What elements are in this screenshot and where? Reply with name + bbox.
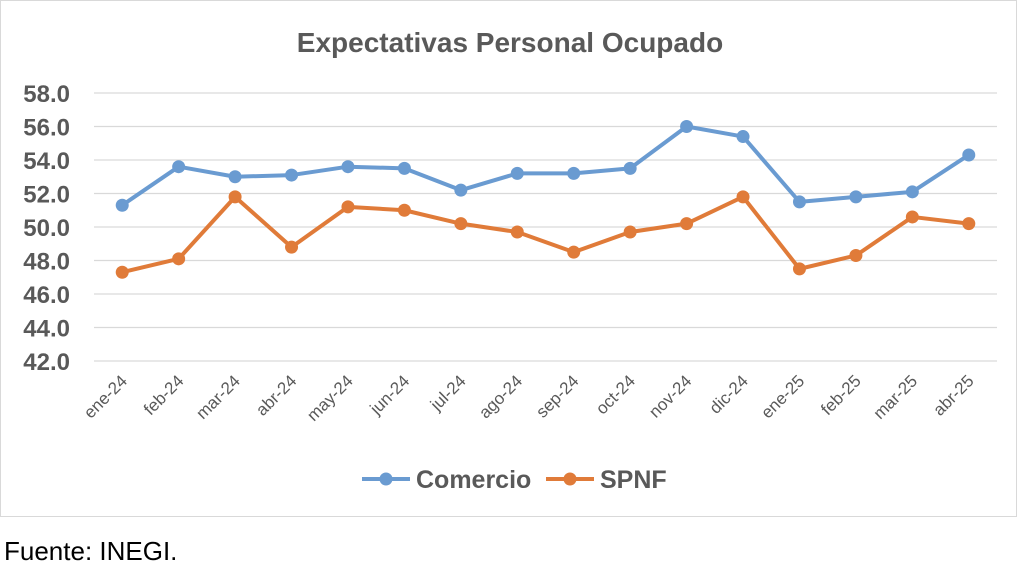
data-point-comercio bbox=[567, 166, 581, 180]
y-axis-ticks: 58.0 56.0 54.0 52.0 50.0 48.0 46.0 44.0 42.0 bbox=[23, 81, 70, 376]
line-chart: Expectativas Personal Ocupado 58.0 56.0 54… bbox=[23, 27, 997, 494]
y-tick-label: 46.0 bbox=[23, 282, 70, 309]
x-tick-label: abr-25 bbox=[929, 371, 977, 419]
x-tick-label: ene-25 bbox=[757, 371, 808, 422]
legend-label-comercio: Comercio bbox=[416, 466, 531, 494]
legend-marker-spnf bbox=[563, 472, 577, 486]
series-line-comercio bbox=[120, 124, 971, 208]
legend: Comercio SPNF bbox=[362, 466, 667, 494]
x-tick-label: mar-25 bbox=[870, 371, 922, 423]
data-point-comercio bbox=[849, 190, 863, 204]
y-tick-label: 50.0 bbox=[23, 215, 70, 242]
data-point-spnf bbox=[172, 252, 186, 266]
data-point-spnf bbox=[736, 190, 750, 204]
data-point-spnf bbox=[397, 203, 411, 217]
data-point-comercio bbox=[341, 160, 355, 174]
y-tick-label: 56.0 bbox=[23, 115, 70, 142]
data-point-spnf bbox=[962, 217, 976, 231]
x-tick-label: feb-25 bbox=[817, 371, 865, 419]
data-point-spnf bbox=[905, 210, 919, 224]
data-point-spnf bbox=[567, 245, 581, 259]
y-tick-label: 58.0 bbox=[23, 81, 70, 108]
x-tick-label: ene-24 bbox=[80, 371, 131, 422]
data-point-spnf bbox=[228, 190, 242, 204]
data-point-spnf bbox=[510, 225, 524, 239]
x-tick-label: oct-24 bbox=[592, 371, 639, 418]
data-point-spnf bbox=[285, 240, 299, 254]
data-point-comercio bbox=[736, 130, 750, 144]
gridlines bbox=[94, 92, 997, 362]
data-point-comercio bbox=[228, 170, 242, 184]
data-point-comercio bbox=[623, 161, 637, 175]
x-tick-label: feb-24 bbox=[140, 371, 188, 419]
x-tick-label: jul-24 bbox=[426, 371, 470, 415]
x-tick-label: nov-24 bbox=[645, 371, 695, 421]
data-point-spnf bbox=[115, 265, 129, 279]
data-point-comercio bbox=[172, 160, 186, 174]
x-tick-label: ago-24 bbox=[475, 371, 526, 422]
data-point-comercio bbox=[510, 166, 524, 180]
data-point-comercio bbox=[680, 120, 694, 133]
data-point-spnf bbox=[849, 248, 863, 262]
data-point-comercio bbox=[285, 168, 299, 182]
series-line-spnf bbox=[120, 194, 971, 275]
source-note: Fuente: INEGI. bbox=[4, 536, 178, 566]
x-tick-label: dic-24 bbox=[706, 371, 752, 417]
data-point-spnf bbox=[792, 262, 806, 276]
x-tick-label: mar-24 bbox=[192, 371, 244, 423]
data-point-comercio bbox=[905, 185, 919, 199]
data-point-comercio bbox=[454, 183, 468, 197]
data-point-comercio bbox=[962, 148, 976, 162]
x-tick-label: abr-24 bbox=[252, 371, 300, 419]
data-point-spnf bbox=[680, 217, 694, 231]
data-point-spnf bbox=[341, 200, 355, 214]
data-point-comercio bbox=[115, 198, 129, 212]
data-point-spnf bbox=[623, 225, 637, 239]
chart-title: Expectativas Personal Ocupado bbox=[297, 27, 723, 58]
x-tick-label: jun-24 bbox=[366, 371, 414, 419]
x-tick-label: sep-24 bbox=[532, 371, 582, 421]
x-tick-label: may-24 bbox=[303, 371, 357, 425]
data-point-comercio bbox=[397, 161, 411, 175]
series-layer bbox=[115, 120, 976, 279]
y-tick-label: 42.0 bbox=[23, 349, 70, 376]
y-tick-label: 44.0 bbox=[23, 316, 70, 343]
x-axis-ticks: ene-24 feb-24 mar-24 abr-24 may-24 jun-24 jul-… bbox=[80, 371, 977, 425]
legend-marker-comercio bbox=[379, 472, 393, 486]
data-point-spnf bbox=[454, 217, 468, 231]
legend-label-spnf: SPNF bbox=[600, 466, 667, 494]
y-tick-label: 54.0 bbox=[23, 148, 70, 175]
data-point-comercio bbox=[792, 195, 806, 209]
y-tick-label: 48.0 bbox=[23, 249, 70, 276]
y-tick-label: 52.0 bbox=[23, 182, 70, 209]
